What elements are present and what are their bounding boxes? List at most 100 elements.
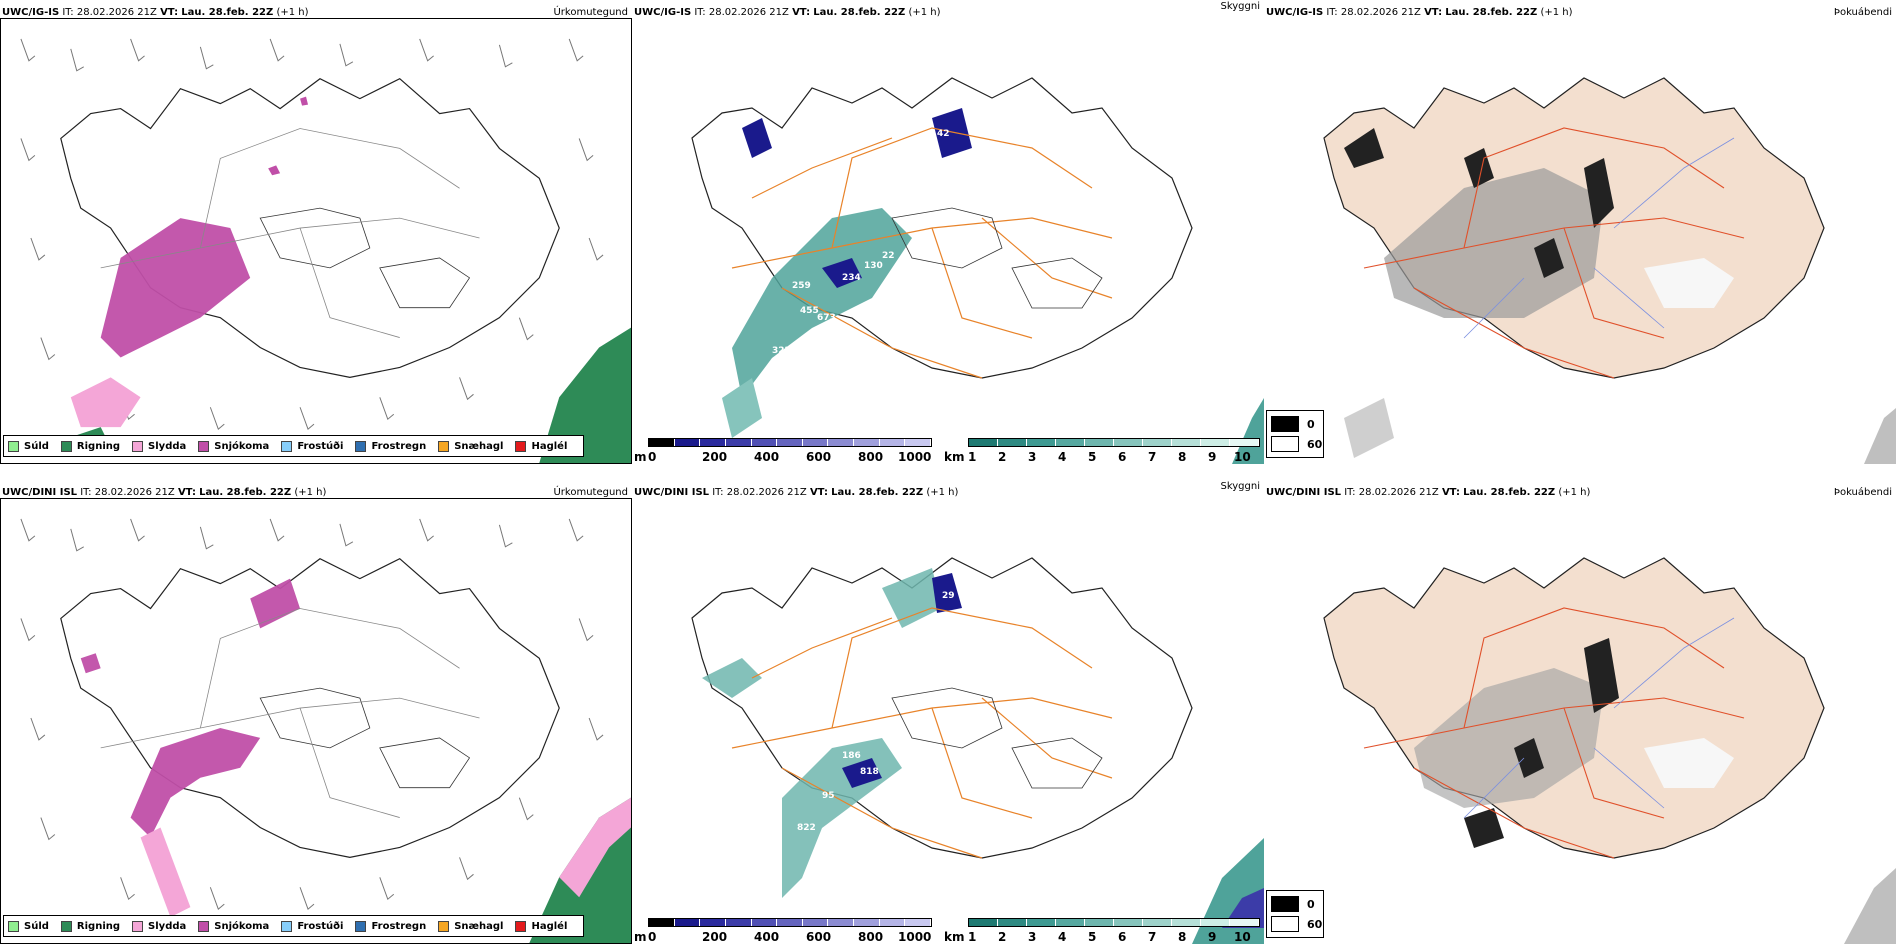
vis-value: 822 — [797, 823, 816, 833]
low-visibility-blue — [742, 108, 972, 288]
fog-white-area — [1644, 258, 1734, 308]
roads — [731, 127, 1113, 379]
unit-label: m — [634, 450, 647, 464]
vis-value: 186 — [842, 751, 861, 761]
colorbar-m — [648, 438, 932, 447]
legend-label: Frostúði — [297, 440, 344, 452]
legend-label: Frostregn — [371, 440, 427, 452]
legend-swatch-white — [1271, 916, 1299, 932]
rivers — [1463, 137, 1735, 339]
legend-swatch-sleet — [132, 920, 144, 932]
fog-sea-se — [1864, 408, 1896, 464]
sleet-edge-se — [559, 797, 631, 898]
tick: 400 — [754, 930, 780, 944]
fog-index-legend: 0 60 — [1266, 890, 1324, 938]
panel-header: UWC/DINI ISL IT: 28.02.2026 21Z VT: Lau.… — [634, 481, 1262, 500]
visibility-m-legend: m 0 200 400 600 800 1000 — [634, 918, 934, 944]
legend-item: 60 — [1271, 914, 1323, 934]
vis-value: 22 — [882, 251, 895, 261]
roads — [1363, 127, 1745, 379]
legend-label: Rigning — [76, 920, 121, 932]
visibility-km-legend: km 1 2 3 4 5 6 7 8 9 10 — [944, 438, 1262, 464]
iceland-map — [20, 518, 631, 943]
tick: 3 — [1028, 450, 1037, 464]
vis-value: 34 — [894, 781, 907, 791]
vt-label: VT: — [792, 7, 811, 18]
legend-label: Snjókoma — [214, 920, 270, 932]
it-label: IT: — [1326, 7, 1338, 18]
it-label: IT: — [694, 7, 706, 18]
legend-swatch-white — [1271, 436, 1299, 452]
offset: (+1 h) — [908, 7, 941, 18]
offset: (+1 h) — [276, 7, 309, 18]
legend-swatch-drizzle — [8, 920, 19, 932]
legend-swatch-drizzle — [8, 440, 19, 452]
visibility-m-legend: m 0 200 400 600 800 1000 — [634, 438, 934, 464]
legend-swatch-freezing-drizzle — [281, 920, 293, 932]
visibility-map: 186 818 29 822 34 95 m 0 200 400 600 800… — [632, 498, 1264, 944]
rivers — [1463, 617, 1735, 819]
fog-index-legend: 0 60 — [1266, 410, 1324, 458]
tick: 400 — [754, 450, 780, 464]
visibility-values: 259 234 130 455 673 322 42 16 22 — [772, 129, 965, 356]
roads — [100, 608, 480, 818]
legend-item: Frostregn — [355, 920, 426, 932]
panel-header: UWC/DINI ISL IT: 28.02.2026 21Z VT: Lau.… — [2, 486, 630, 500]
legend-label: Snæhagl — [454, 920, 504, 932]
legend-label: Súld — [24, 920, 49, 932]
fog-white-area — [1644, 738, 1734, 788]
tick: 1 — [968, 450, 977, 464]
glaciers — [891, 207, 1103, 309]
it-value: 28.02.2026 21Z — [726, 487, 807, 498]
tick: 0 — [648, 450, 657, 464]
legend-swatch-rain — [60, 440, 72, 452]
legend-swatch-rain — [60, 920, 72, 932]
it-value: 28.02.2026 21Z — [1358, 487, 1439, 498]
legend-swatch-hail — [515, 920, 527, 932]
legend-item: Frostúði — [281, 440, 344, 452]
tick: 3 — [1028, 930, 1037, 944]
legend-item: Rigning — [60, 920, 121, 932]
model-source: UWC/DINI ISL — [634, 487, 710, 498]
panel-precip-type-ig-is: UWC/IG-IS IT: 28.02.2026 21Z VT: Lau. 28… — [0, 0, 632, 470]
legend-item: Slydda — [132, 920, 186, 932]
fog-gray-area — [1384, 168, 1604, 318]
tick: 6 — [1118, 450, 1127, 464]
legend-item: Snjókoma — [198, 920, 270, 932]
legend-swatch-snow-pellets — [438, 440, 450, 452]
fog-gray-area — [1414, 668, 1604, 808]
legend-item: Slydda — [132, 440, 186, 452]
snow-area — [80, 578, 301, 838]
legend-label: Frostúði — [297, 920, 344, 932]
sleet-area — [70, 377, 141, 428]
panel-header: UWC/IG-IS IT: 28.02.2026 21Z VT: Lau. 28… — [2, 6, 630, 20]
legend-item: 0 — [1271, 894, 1323, 914]
legend-label: Súld — [24, 440, 49, 452]
panel-visibility-ig-is: UWC/IG-IS IT: 28.02.2026 21Z VT: Lau. 28… — [632, 0, 1264, 470]
low-visibility-teal-sw — [722, 378, 762, 438]
legend-swatch-freezing-drizzle — [281, 440, 293, 452]
it-value: 28.02.2026 21Z — [708, 7, 789, 18]
tick: 5 — [1088, 450, 1097, 464]
low-visibility-teal — [732, 208, 912, 398]
vis-value: 95 — [822, 791, 835, 801]
vis-value: 673 — [817, 313, 836, 323]
vt-label: VT: — [1424, 7, 1443, 18]
tick: 2 — [998, 450, 1007, 464]
vt-label: VT: — [160, 7, 179, 18]
legend-label: Snjókoma — [214, 440, 270, 452]
tick: 10 — [1234, 450, 1251, 464]
panel-title: Úrkomutegund — [553, 487, 628, 498]
vis-value: 322 — [772, 346, 791, 356]
panel-title: Skyggni — [1220, 481, 1260, 492]
vt-value: Lau. 28.feb. 22Z — [1445, 7, 1538, 18]
it-label: IT: — [62, 7, 74, 18]
tick: 600 — [806, 930, 832, 944]
tick: 10 — [1234, 930, 1251, 944]
legend-item: Frostúði — [281, 920, 344, 932]
legend-item: Snæhagl — [438, 920, 504, 932]
legend-item: Frostregn — [355, 440, 427, 452]
legend-item: Rigning — [60, 440, 120, 452]
panel-fog-index-ig-is: UWC/IG-IS IT: 28.02.2026 21Z VT: Lau. 28… — [1264, 0, 1896, 470]
tick: 800 — [858, 930, 884, 944]
